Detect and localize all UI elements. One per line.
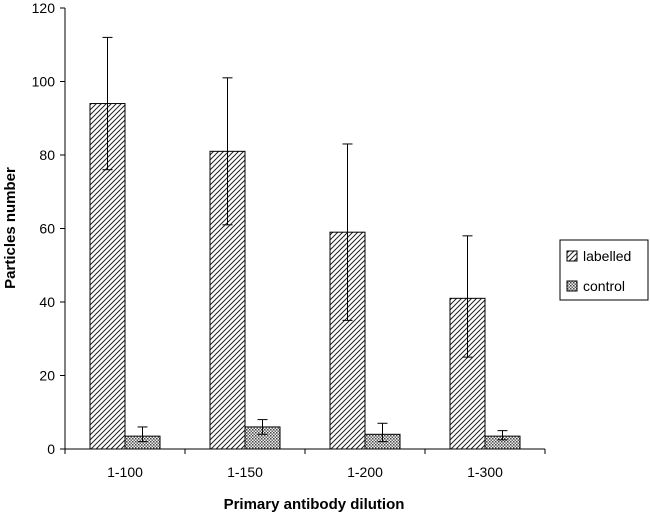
legend-label-control: control <box>583 278 625 294</box>
x-tick-label: 1-150 <box>227 464 263 480</box>
y-tick-label: 60 <box>39 221 55 237</box>
x-tick-label: 1-200 <box>347 464 383 480</box>
x-tick-label: 1-300 <box>467 464 503 480</box>
legend-item-labelled: labelled <box>566 248 631 264</box>
y-tick-label: 40 <box>39 294 55 310</box>
bars <box>89 103 521 450</box>
y-tick-label: 100 <box>32 74 56 90</box>
y-axis-title: Particles number <box>2 167 19 289</box>
legend: labelled control <box>559 239 649 301</box>
y-tick-label: 20 <box>39 368 55 384</box>
x-tick-label: 1-100 <box>107 464 143 480</box>
x-axis: 1-100 1-150 1-200 1-300 <box>64 448 546 480</box>
y-tick-label: 120 <box>32 0 56 16</box>
y-tick-label: 0 <box>47 441 55 457</box>
error-bars <box>102 36 508 443</box>
legend-swatch-control <box>566 280 578 292</box>
legend-label-labelled: labelled <box>583 248 631 264</box>
legend-item-control: control <box>566 278 625 294</box>
legend-swatch-labelled <box>566 250 578 262</box>
x-axis-title: Primary antibody dilution <box>224 496 405 513</box>
y-tick-label: 80 <box>39 147 55 163</box>
y-axis: 0 20 40 60 80 100 120 <box>32 0 66 457</box>
